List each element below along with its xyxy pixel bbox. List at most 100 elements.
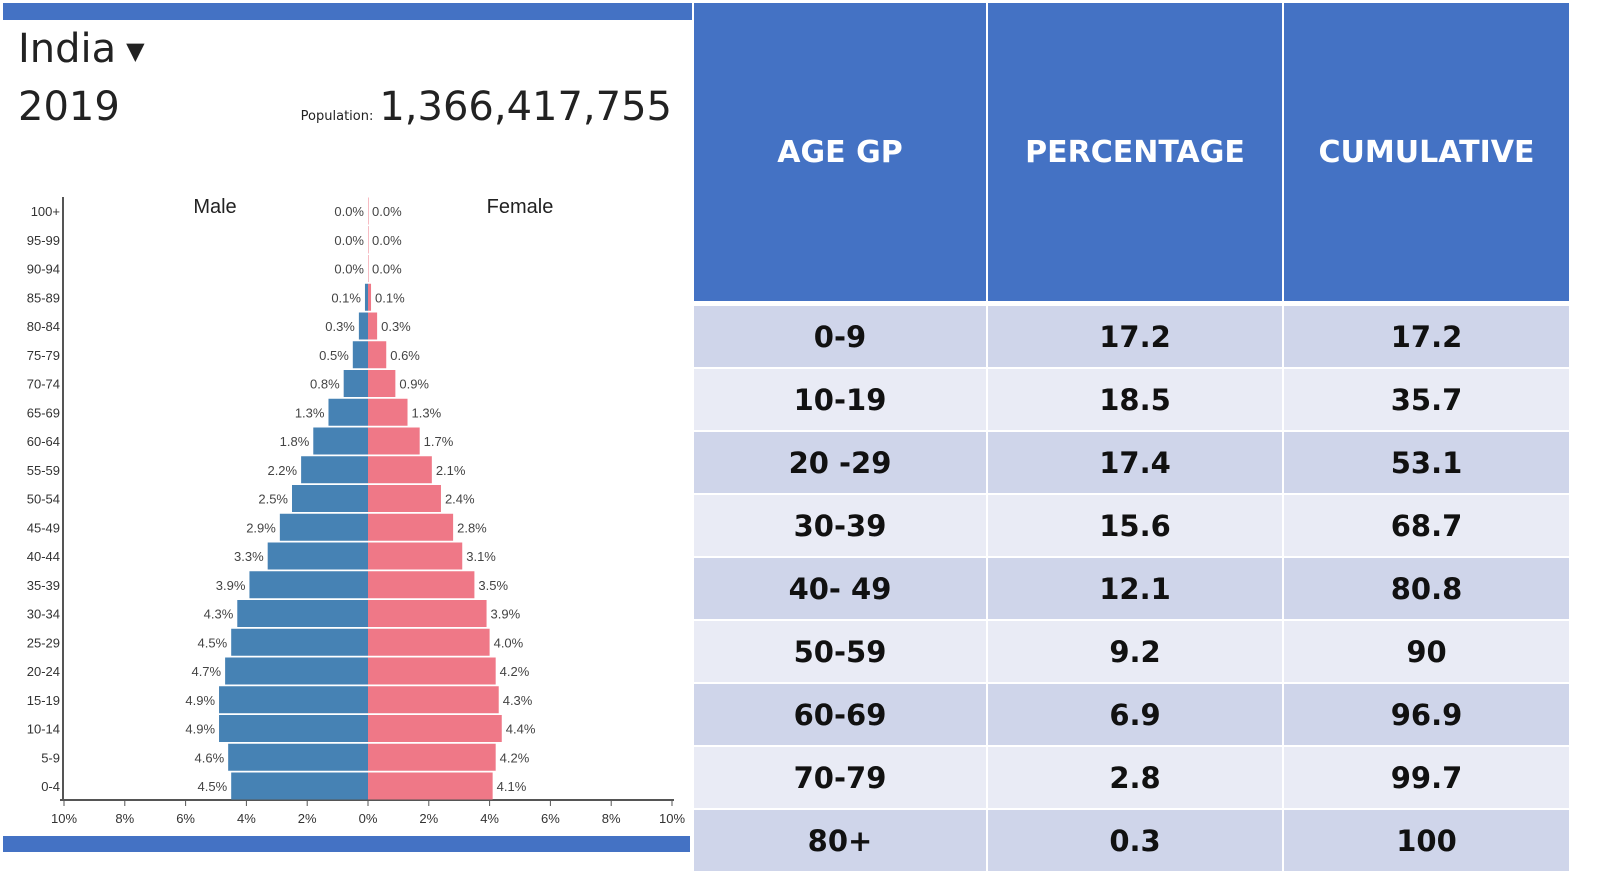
male-bar <box>279 513 368 541</box>
y-tick-label: 45-49 <box>27 520 60 535</box>
male-value-label: 4.9% <box>185 722 215 737</box>
male-bar <box>328 398 368 426</box>
y-tick-label: 5-9 <box>41 750 60 765</box>
male-value-label: 1.8% <box>280 434 310 449</box>
female-value-label: 3.9% <box>491 607 521 622</box>
male-value-label: 4.7% <box>191 664 221 679</box>
female-value-label: 0.0% <box>372 204 402 219</box>
female-bar <box>368 743 496 771</box>
table-cell: 30-39 <box>694 494 988 558</box>
table-cell: 96.9 <box>1283 683 1571 747</box>
male-bar <box>219 715 368 742</box>
male-bar <box>358 312 368 340</box>
y-tick-label: 100+ <box>31 204 60 219</box>
male-bar <box>249 571 368 599</box>
y-tick-label: 90-94 <box>27 262 60 277</box>
male-value-label: 2.5% <box>258 492 288 507</box>
y-tick-label: 10-14 <box>27 722 60 737</box>
female-bar <box>368 197 369 225</box>
y-tick-label: 95-99 <box>27 233 60 248</box>
y-tick-label: 0-4 <box>41 779 60 794</box>
y-tick-label: 75-79 <box>27 348 60 363</box>
female-bar <box>368 715 502 742</box>
country-name: India <box>18 26 117 72</box>
table-cell: 68.7 <box>1283 494 1571 558</box>
male-value-label: 2.2% <box>267 463 297 478</box>
female-bar <box>368 513 454 541</box>
table-cell: 12.1 <box>987 557 1284 621</box>
female-value-label: 3.1% <box>466 549 496 564</box>
female-bar <box>368 571 475 599</box>
y-tick-label: 70-74 <box>27 377 60 392</box>
country-selector[interactable]: India ▼ <box>18 26 145 72</box>
table-row: 80+ 0.3 100 <box>694 809 1571 873</box>
female-bar <box>368 628 490 656</box>
female-bar <box>368 398 408 426</box>
table-cell: 50-59 <box>694 620 988 684</box>
population-value: 1,366,417,755 <box>379 84 672 130</box>
male-bar <box>225 657 368 685</box>
table-cell: 17.2 <box>1283 303 1571 369</box>
male-bar <box>364 283 368 311</box>
table-cell: 60-69 <box>694 683 988 747</box>
column-header: CUMULATIVE <box>1283 3 1571 306</box>
year-label: 2019 <box>18 84 120 130</box>
x-tick-label: 8% <box>602 811 621 826</box>
female-value-label: 4.4% <box>506 722 536 737</box>
table-cell: 40- 49 <box>694 557 988 621</box>
male-bar <box>219 686 368 714</box>
dropdown-caret-icon: ▼ <box>126 37 145 65</box>
table-row: 10-19 18.5 35.7 <box>694 368 1571 432</box>
table-cell: 80.8 <box>1283 557 1571 621</box>
male-bar <box>343 370 368 397</box>
male-bar <box>292 485 368 512</box>
female-value-label: 4.3% <box>503 693 533 708</box>
male-bar <box>301 456 368 484</box>
female-bar <box>368 485 441 512</box>
x-tick-label: 2% <box>298 811 317 826</box>
table-row: 20 -29 17.4 53.1 <box>694 431 1571 495</box>
female-value-label: 1.7% <box>424 434 454 449</box>
x-tick-label: 8% <box>115 811 134 826</box>
x-tick-label: 0% <box>359 811 378 826</box>
female-bar <box>368 427 420 455</box>
female-bar <box>368 657 496 685</box>
male-bar <box>313 427 368 455</box>
population-pyramid-chart: Male Female 100+ 0.0% 0.0% 95-99 0.0% 0.0% 90-94… <box>27 196 686 826</box>
table-cell: 6.9 <box>987 683 1284 747</box>
female-value-label: 0.1% <box>375 290 405 305</box>
x-tick-label: 10% <box>659 811 685 826</box>
x-tick-label: 4% <box>480 811 499 826</box>
y-tick-label: 40-44 <box>27 549 60 564</box>
male-value-label: 0.8% <box>310 377 340 392</box>
female-value-label: 0.0% <box>372 233 402 248</box>
x-tick-label: 6% <box>541 811 560 826</box>
table-row: 40- 49 12.1 80.8 <box>694 557 1571 621</box>
y-tick-label: 80-84 <box>27 319 60 334</box>
female-bar <box>368 600 487 627</box>
female-value-label: 0.9% <box>399 377 429 392</box>
male-value-label: 2.9% <box>246 520 276 535</box>
female-value-label: 4.0% <box>494 635 524 650</box>
male-value-label: 4.5% <box>198 635 228 650</box>
table-cell: 17.2 <box>987 303 1284 369</box>
female-value-label: 0.3% <box>381 319 411 334</box>
table-cell: 0-9 <box>694 303 988 369</box>
male-value-label: 4.9% <box>185 693 215 708</box>
male-bar <box>228 743 368 771</box>
female-bar <box>368 226 369 254</box>
female-bar <box>368 255 369 282</box>
male-value-label: 4.3% <box>204 607 234 622</box>
table-cell: 9.2 <box>987 620 1284 684</box>
female-value-label: 4.2% <box>500 664 530 679</box>
female-value-label: 3.5% <box>478 578 508 593</box>
male-value-label: 0.0% <box>334 204 364 219</box>
male-value-label: 4.6% <box>195 750 225 765</box>
table-cell: 99.7 <box>1283 746 1571 810</box>
female-bar <box>368 542 463 570</box>
top-accent-bar <box>3 3 692 20</box>
table-row: 50-59 9.2 90 <box>694 620 1571 684</box>
table-cell: 70-79 <box>694 746 988 810</box>
x-tick-label: 2% <box>419 811 438 826</box>
male-value-label: 3.9% <box>216 578 246 593</box>
